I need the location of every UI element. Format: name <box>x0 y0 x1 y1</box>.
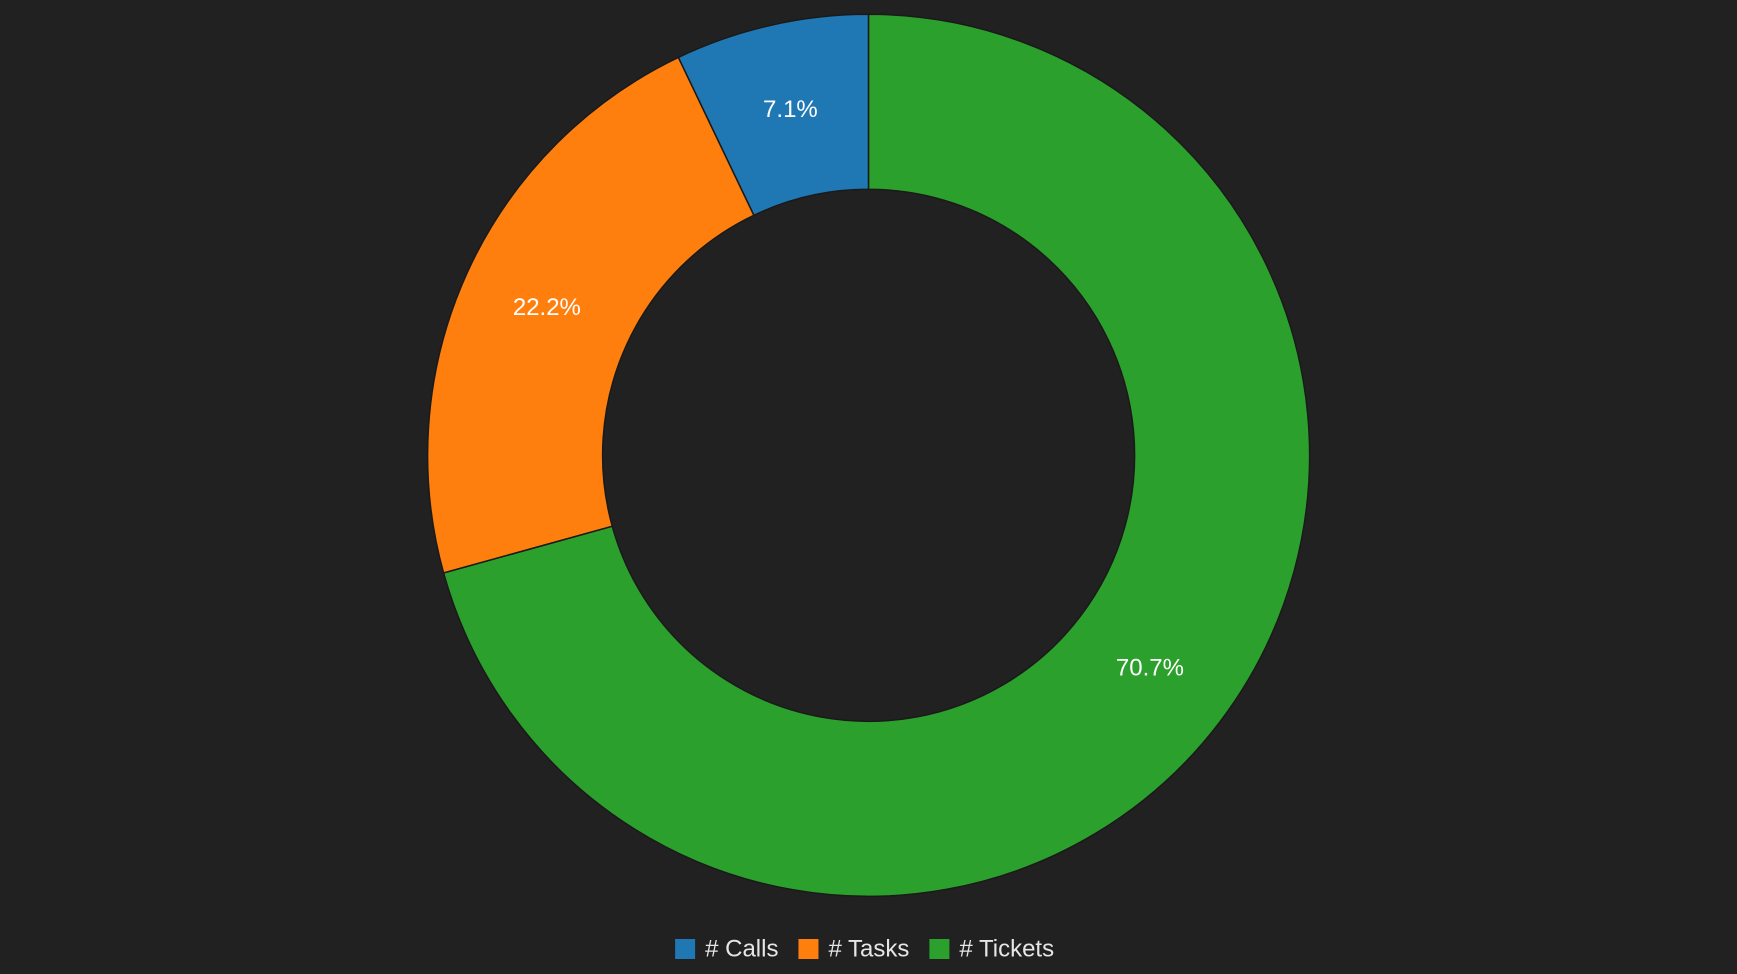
legend-label: # Calls <box>705 935 778 962</box>
legend-label: # Tasks <box>828 935 909 962</box>
donut-slice <box>442 13 1311 898</box>
data-label: 22.2% <box>513 294 581 321</box>
legend-swatch <box>929 939 950 959</box>
legend-swatch <box>798 939 819 959</box>
data-label: 7.1% <box>763 96 818 123</box>
data-label: 70.7% <box>1116 655 1184 682</box>
legend-label: # Tickets <box>959 935 1054 962</box>
donut-slice <box>426 56 755 574</box>
legend-swatch <box>675 939 696 959</box>
legend: # Calls # Tasks # Tickets <box>675 935 1054 962</box>
